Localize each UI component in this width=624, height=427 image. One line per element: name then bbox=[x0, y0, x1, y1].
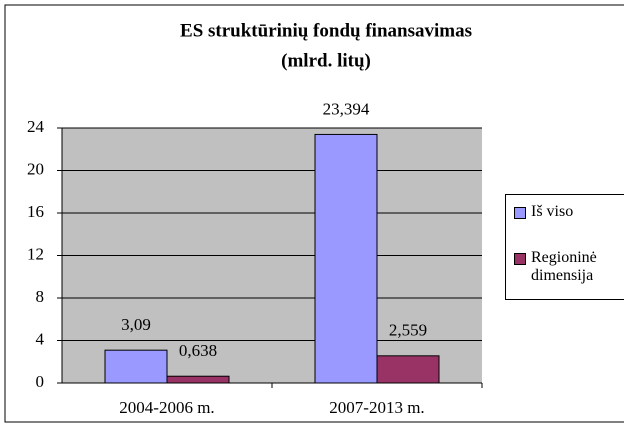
value-label: 0,638 bbox=[179, 341, 217, 360]
legend: Iš viso Regioninė dimensija bbox=[505, 194, 624, 300]
y-tick-label: 24 bbox=[27, 117, 45, 136]
x-tick-label: 2004-2006 m. bbox=[119, 398, 214, 417]
y-tick-label: 20 bbox=[27, 159, 44, 178]
y-tick-label: 16 bbox=[27, 202, 44, 221]
bar bbox=[376, 355, 440, 384]
bar bbox=[104, 349, 168, 384]
y-tick-label: 8 bbox=[36, 287, 45, 306]
value-label: 23,394 bbox=[323, 99, 370, 118]
value-label: 2,559 bbox=[389, 321, 427, 340]
chart-title: ES struktūrinių fondų finansavimas bbox=[180, 20, 472, 41]
bar bbox=[166, 375, 230, 384]
chart-subtitle: (mlrd. litų) bbox=[281, 50, 371, 71]
bar bbox=[314, 133, 378, 384]
legend-swatch bbox=[514, 207, 526, 219]
y-tick-label: 0 bbox=[36, 372, 45, 391]
legend-swatch bbox=[514, 253, 526, 265]
legend-label: Regioninė dimensija bbox=[531, 249, 597, 284]
legend-entry: Regioninė dimensija bbox=[514, 249, 624, 285]
y-tick-label: 12 bbox=[27, 244, 44, 263]
value-label: 3,09 bbox=[121, 315, 151, 334]
x-tick-label: 2007-2013 m. bbox=[329, 398, 424, 417]
legend-label: Iš viso bbox=[531, 203, 574, 220]
y-tick-label: 4 bbox=[36, 329, 45, 348]
legend-entry: Iš viso bbox=[514, 203, 624, 221]
